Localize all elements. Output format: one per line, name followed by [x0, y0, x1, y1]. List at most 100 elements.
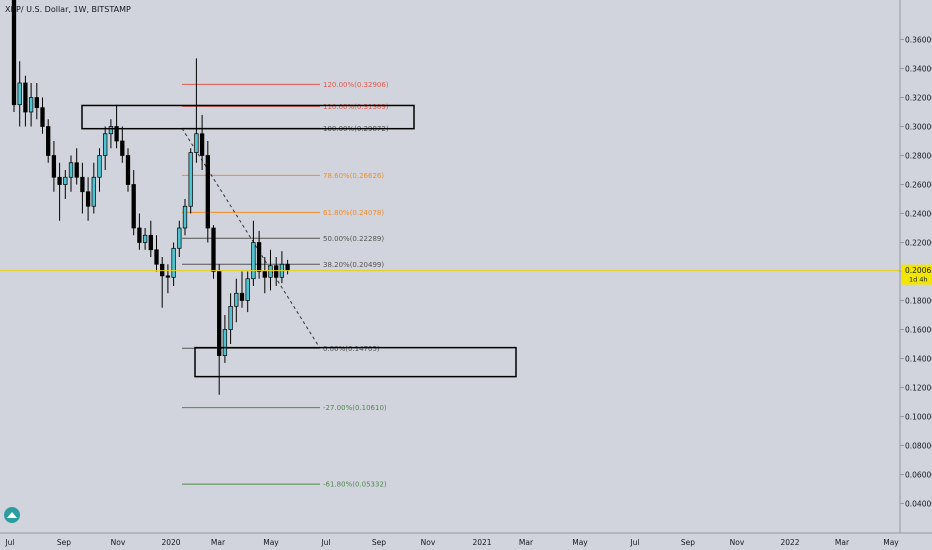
x-tick-label: Jul	[320, 538, 330, 547]
candle-body	[262, 271, 267, 278]
x-tick-label: Jul	[629, 538, 639, 547]
candle-body	[217, 271, 222, 356]
candle-body	[154, 249, 159, 265]
candle-body	[285, 263, 290, 271]
current-price-label: 0.20062	[905, 266, 932, 275]
current-price-badge	[901, 264, 932, 285]
fib-level-label: 78.60%(0.26626)	[323, 172, 384, 180]
candle-body	[148, 234, 153, 251]
candle-body	[182, 205, 188, 229]
x-tick-label: Mar	[211, 538, 226, 547]
candle-body	[108, 126, 114, 135]
candle-body	[228, 305, 233, 330]
candle-body	[11, 0, 17, 106]
fib-level-label: 61.80%(0.24078)	[323, 209, 384, 217]
candle-body	[234, 292, 239, 307]
candle-body	[103, 133, 108, 156]
candle-body	[68, 162, 74, 178]
x-tick-label: Sep	[681, 538, 695, 547]
candle-body	[256, 242, 262, 272]
candle-body	[85, 191, 91, 207]
candle-body	[125, 155, 131, 185]
candle-body	[57, 176, 62, 185]
candle-body	[245, 278, 250, 301]
candle-body	[51, 155, 57, 178]
fib-level-label: 38.20%(0.20499)	[323, 261, 384, 269]
candle-body	[199, 133, 205, 156]
x-tick-label: Mar	[835, 538, 850, 547]
candle-body	[91, 176, 96, 207]
candle-body	[120, 140, 125, 156]
candle-body	[194, 133, 199, 153]
candle-body	[211, 227, 216, 272]
candle-body	[205, 155, 210, 229]
candle-body	[23, 82, 28, 113]
candle-body	[268, 265, 273, 278]
x-tick-label: Sep	[57, 538, 71, 547]
x-tick-label: May	[883, 538, 899, 547]
resistance-zone	[81, 104, 415, 130]
fib-level-label: 0.00%(0.14705)	[323, 345, 380, 353]
candle-body	[28, 97, 34, 113]
candle-body	[274, 265, 279, 278]
candle-body	[251, 242, 256, 280]
candle-body	[46, 126, 51, 156]
trend-line	[181, 128, 321, 349]
support-zone	[194, 346, 517, 378]
candle-body	[131, 184, 136, 229]
candle-body	[80, 176, 85, 193]
candle-body	[188, 152, 193, 207]
x-tick-label: Nov	[730, 538, 745, 547]
candle-body	[239, 292, 245, 301]
candle-body	[165, 275, 171, 278]
bar-countdown-label: 1d 4h	[909, 276, 928, 284]
candle-body	[17, 82, 22, 106]
candle-body	[171, 247, 176, 278]
candle-body	[34, 97, 39, 108]
candle-body	[142, 234, 148, 243]
fib-level-label: 50.00%(0.22289)	[323, 235, 384, 243]
x-tick-label: 2022	[780, 538, 799, 547]
chart-title: XRP/ U.S. Dollar, 1W, BITSTAMP	[5, 5, 131, 14]
candle-body	[63, 176, 68, 185]
x-tick-label: 2021	[472, 538, 491, 547]
x-tick-label: Mar	[519, 538, 534, 547]
x-tick-label: 2020	[161, 538, 180, 547]
candle-body	[74, 162, 79, 178]
x-tick-label: Jul	[4, 538, 14, 547]
x-tick-label: May	[263, 538, 279, 547]
candle-body	[97, 155, 102, 178]
x-tick-label: May	[572, 538, 588, 547]
x-tick-label: Sep	[372, 538, 386, 547]
plot-area[interactable]: 120.00%(0.32906)110.00%(0.31389)100.00%(…	[0, 0, 900, 489]
candle-body	[160, 263, 165, 277]
candle-body	[222, 329, 228, 356]
x-tick-label: Nov	[421, 538, 436, 547]
candle-body	[177, 227, 182, 249]
tradingview-logo-icon	[4, 507, 20, 523]
fib-level-label: -61.80%(0.05332)	[323, 481, 387, 489]
fib-level-label: 120.00%(0.32906)	[323, 81, 389, 89]
x-axis[interactable]: Jul Sep Nov 2020 Mar May Jul Sep Nov 2021 Mar May Ju…	[0, 532, 932, 547]
x-tick-label: Nov	[111, 538, 126, 547]
candle-body	[40, 107, 45, 127]
candle-body	[114, 126, 119, 142]
